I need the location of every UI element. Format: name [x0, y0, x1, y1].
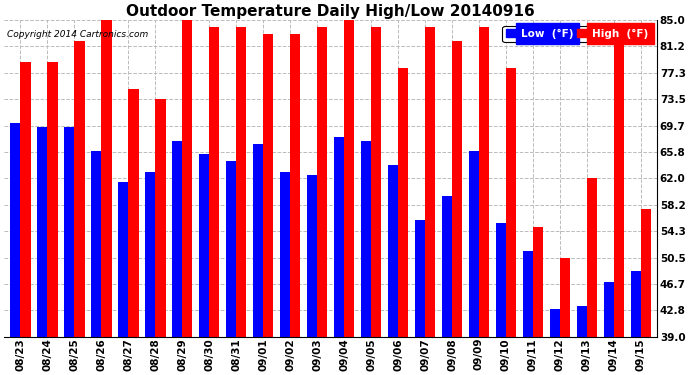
Bar	[10, 123, 20, 337]
Bar	[371, 27, 382, 337]
Bar	[199, 154, 209, 337]
Bar	[361, 141, 371, 337]
Bar	[560, 258, 570, 337]
Bar	[614, 27, 624, 337]
Bar	[604, 282, 614, 337]
Bar	[307, 175, 317, 337]
Bar	[209, 27, 219, 337]
Bar	[641, 209, 651, 337]
Bar	[388, 165, 398, 337]
Bar	[64, 127, 75, 337]
Bar	[577, 306, 587, 337]
Bar	[236, 27, 246, 337]
Bar	[280, 172, 290, 337]
Bar	[155, 99, 166, 337]
Bar	[48, 62, 57, 337]
Bar	[91, 151, 101, 337]
Bar	[533, 226, 543, 337]
Bar	[523, 251, 533, 337]
Bar	[550, 309, 560, 337]
Bar	[182, 13, 193, 337]
Bar	[75, 41, 85, 337]
Bar	[20, 62, 30, 337]
Text: Copyright 2014 Cartronics.com: Copyright 2014 Cartronics.com	[8, 30, 148, 39]
Bar	[442, 196, 452, 337]
Bar	[118, 182, 128, 337]
Bar	[128, 89, 139, 337]
Bar	[145, 172, 155, 337]
Bar	[317, 27, 327, 337]
Bar	[495, 223, 506, 337]
Bar	[398, 69, 408, 337]
Bar	[425, 27, 435, 337]
Legend: Low  (°F), High  (°F): Low (°F), High (°F)	[502, 26, 652, 42]
Bar	[253, 144, 263, 337]
Bar	[587, 178, 597, 337]
Bar	[334, 137, 344, 337]
Bar	[290, 34, 300, 337]
Bar	[469, 151, 479, 337]
Bar	[263, 34, 273, 337]
Bar	[506, 69, 516, 337]
Title: Outdoor Temperature Daily High/Low 20140916: Outdoor Temperature Daily High/Low 20140…	[126, 4, 535, 19]
Bar	[631, 271, 641, 337]
Bar	[452, 41, 462, 337]
Bar	[37, 127, 48, 337]
Bar	[172, 141, 182, 337]
Bar	[479, 27, 489, 337]
Bar	[101, 13, 112, 337]
Bar	[226, 161, 236, 337]
Bar	[344, 13, 355, 337]
Bar	[415, 220, 425, 337]
